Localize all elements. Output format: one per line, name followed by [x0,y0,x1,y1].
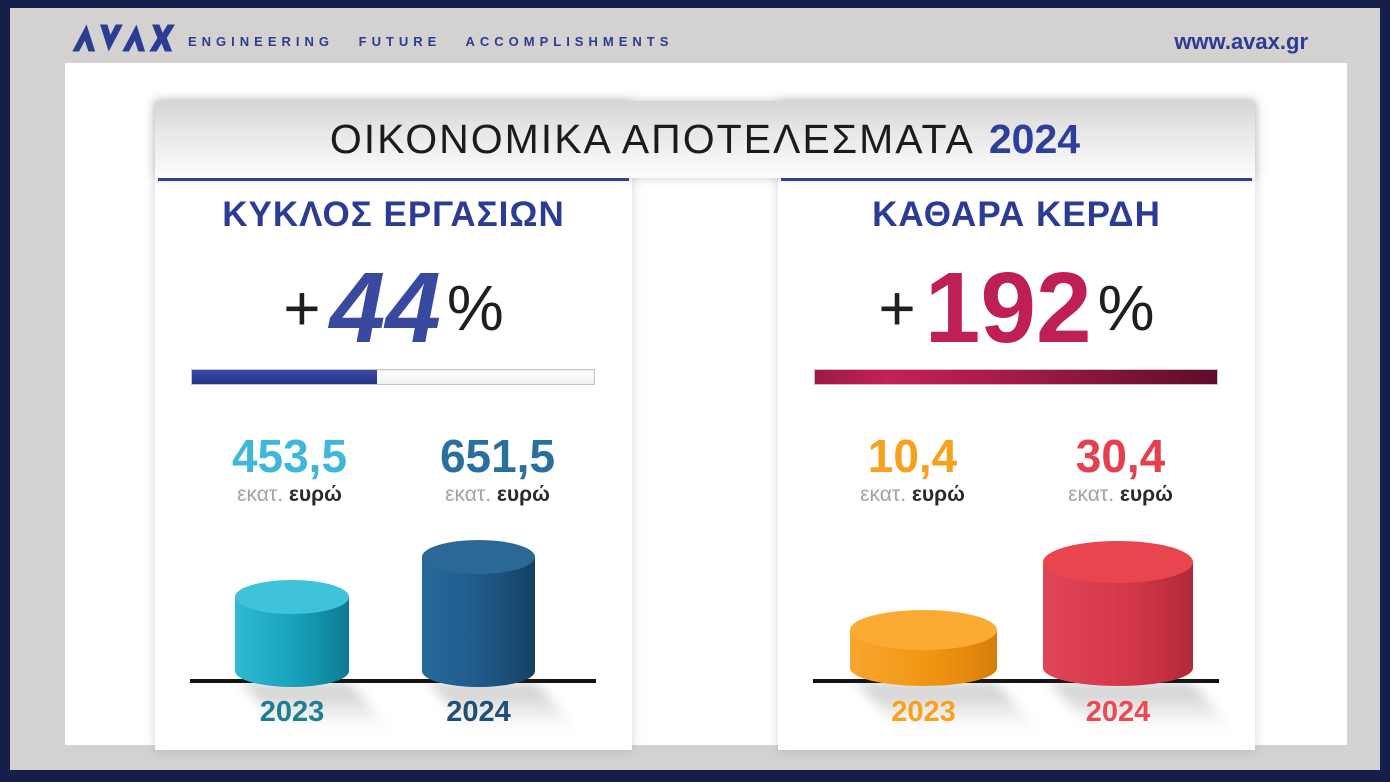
net-profit-bar-2024 [1043,541,1193,686]
net-profit-amount-2024: 30,4 [1075,430,1166,482]
percent-sign: % [1097,272,1155,344]
turnover-value-2024: 651,5 εκατ. ευρώ [405,432,591,507]
net-profit-change: + 192 % [778,249,1255,367]
turnover-chart: 2023 2024 [155,520,632,745]
logo-tagline: ENGINEERING FUTURE ACCOMPLISHMENTS [188,34,674,49]
turnover-value-2023: 453,5 εκατ. ευρώ [197,432,383,507]
cylinder-cap [422,540,535,574]
title-band: ΟΙΚΟΝΟΜΙΚΑ ΑΠΟΤΕΛΕΣΜΑΤΑ 2024 [155,101,1255,178]
unit-bold: ευρώ [288,483,342,507]
net-profit-values: 10,4 εκατ. ευρώ 30,4 εκατ. ευρώ [778,432,1255,507]
unit-label: εκατ. ευρώ [405,483,591,507]
turnover-progress-track [191,369,595,385]
panel-turnover: ΚΥΚΛΟΣ ΕΡΓΑΣΙΩΝ + 44 % 453,5 εκατ. ευρώ [155,101,632,750]
website-url: www.avax.gr [1174,29,1308,54]
turnover-axis-line [190,679,596,683]
turnover-amount-2024: 651,5 [439,430,556,482]
net-profit-bar-2023 [850,610,997,686]
turnover-values: 453,5 εκατ. ευρώ 651,5 εκατ. ευρώ [155,432,632,507]
turnover-bar-2024 [422,540,535,687]
net-profit-year-2023: 2023 [891,696,956,728]
plus-sign: + [878,272,916,344]
unit-bold: ευρώ [496,483,550,507]
net-profit-year-2024: 2024 [1085,696,1151,728]
unit-small: εκατ. [860,483,907,507]
turnover-amount-2023: 453,5 [231,430,348,482]
unit-small: εκατ. [1068,483,1115,507]
turnover-progress-fill [192,370,377,384]
turnover-change-value: 44 [329,252,441,364]
net-profit-axis-line [813,679,1219,683]
percent-sign: % [446,272,504,344]
unit-label: εκατ. ευρώ [1028,483,1214,507]
unit-bold: ευρώ [911,483,965,507]
cylinder-cap [850,610,997,650]
net-profit-value-2023: 10,4 εκατ. ευρώ [820,432,1006,507]
unit-label: εκατ. ευρώ [820,483,1006,507]
cylinder-side [422,557,535,687]
panel-heading-net-profit: ΚΑΘΑΡΑ ΚΕΡΔΗ [872,195,1161,234]
net-profit-value-2024: 30,4 εκατ. ευρώ [1028,432,1214,507]
slide-frame: ENGINEERING FUTURE ACCOMPLISHMENTS www.a… [10,8,1380,770]
panel-heading-turnover: ΚΥΚΛΟΣ ΕΡΓΑΣΙΩΝ [222,195,565,234]
plus-sign: + [283,272,321,344]
panel-underline [158,178,629,181]
turnover-change: + 44 % [155,249,632,367]
unit-small: εκατ. [445,483,492,507]
slide-title-year: 2024 [988,116,1081,162]
net-profit-amount-2023: 10,4 [867,430,958,482]
slide-title: ΟΙΚΟΝΟΜΙΚΑ ΑΠΟΤΕΛΕΣΜΑΤΑ [329,116,975,162]
cylinder-cap [1043,541,1193,583]
unit-bold: ευρώ [1119,483,1173,507]
turnover-year-2023: 2023 [259,696,325,728]
unit-small: εκατ. [237,483,284,507]
net-profit-change-value: 192 [924,252,1092,364]
turnover-year-2024: 2024 [446,696,511,728]
turnover-bar-2023 [235,580,349,687]
net-profit-chart: 2023 2024 [778,520,1255,745]
net-profit-progress-track [814,369,1218,385]
unit-label: εκατ. ευρώ [197,483,383,507]
net-profit-progress-fill [815,370,1217,384]
cylinder-cap [235,580,349,614]
avax-logo [72,24,175,52]
panel-net-profit: ΚΑΘΑΡΑ ΚΕΡΔΗ + 192 % 10,4 εκατ. ευρώ [778,101,1255,750]
content-card: ΟΙΚΟΝΟΜΙΚΑ ΑΠΟΤΕΛΕΣΜΑΤΑ 2024 ΚΥΚΛΟΣ ΕΡΓΑ… [65,63,1347,750]
panel-underline [781,178,1252,181]
